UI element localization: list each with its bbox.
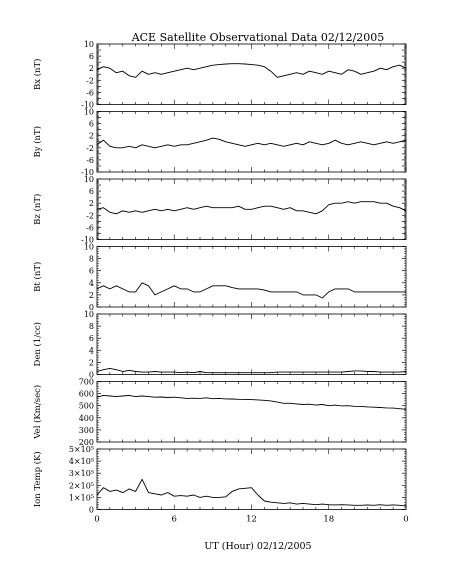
y-tick-label: 0 [89,371,94,380]
y-axis-label: By (nT) [32,126,43,158]
y-tick-label: -2 [86,211,94,220]
y-tick-label: -2 [86,144,94,153]
panel-bx: -10 -6 -2 2 6 10 Bx (nT) [32,40,407,110]
y-axis-label: Den (1/cc) [32,322,43,366]
y-tick-label: 2 [89,291,94,300]
y-tick-label: 10 [84,108,94,117]
y-tick-label: 6 [89,267,94,276]
y-tick-label: 4 [89,279,94,288]
y-tick-label: 6 [89,187,94,196]
y-tick-label: 2 [89,358,94,367]
y-tick-label: -10 [81,168,94,177]
x-tick-label: 18 [323,515,334,525]
panel-frame [96,43,407,105]
y-tick-label: 10 [84,243,94,252]
y-tick-label: 10 [84,175,94,184]
x-tick-label: 0 [403,515,408,525]
y-tick-label: 4 [89,346,94,355]
y-axis-label: Bx (nT) [32,58,43,90]
series-line-bx [96,63,407,78]
y-tick-label: 300 [79,426,94,435]
y-axis-label: Ion Temp (K) [32,451,43,507]
panel-ion-temp: 0 1×10⁵ 2×10⁵ 3×10⁵ 4×10⁵ 5×10⁵ Ion Temp (K) [32,445,407,515]
y-tick-label: 0 [89,303,94,312]
y-tick-label: -10 [81,236,94,245]
panel-vel: 200 300 400 500 600 700 Vel (Km/sec) [32,378,407,447]
y-tick-label: -6 [86,88,94,97]
y-tick-label: 2 [89,132,94,141]
y-tick-label: 600 [79,390,94,399]
y-tick-label: 6 [89,120,94,129]
y-tick-label: 4×10⁵ [69,457,94,466]
y-tick-label: 2×10⁵ [69,481,94,490]
y-tick-label: 0 [89,506,94,515]
y-tick-label: 2 [89,64,94,73]
series-line-bt [96,282,406,299]
panel-frame [96,448,407,510]
panel-frame [96,246,407,308]
y-tick-label: -2 [86,76,94,85]
y-tick-label: 10 [84,40,94,49]
y-tick-label: 400 [79,414,94,423]
panel-den: 0 2 4 6 8 10 Den (1/cc) [32,310,407,380]
y-axis-label: Vel (Km/sec) [32,385,43,440]
y-tick-label: 500 [79,402,94,411]
panel-frame [96,381,407,443]
x-tick-label: 6 [172,515,177,525]
y-tick-label: -6 [86,223,94,232]
y-axis-label: Bz (nT) [32,194,43,225]
series-line-den [96,367,407,374]
y-tick-label: 2 [89,199,94,208]
x-axis-label: UT (Hour) 02/12/2005 [204,541,311,552]
y-tick-label: 6 [89,52,94,61]
series-line-vel [96,394,407,410]
y-tick-label: -6 [86,156,94,165]
panel-frame [96,313,407,375]
y-tick-label: 5×10⁵ [69,445,94,454]
y-tick-label: 8 [89,322,94,331]
y-tick-label: -10 [81,101,94,110]
x-tick-label: 12 [246,515,257,525]
y-tick-label: 200 [79,438,94,447]
y-tick-label: 6 [89,334,94,343]
y-tick-label: 700 [79,378,94,387]
series-line-by [96,137,407,149]
x-tick-label: 0 [94,515,99,525]
y-tick-label: 3×10⁵ [69,469,94,478]
series-line-ion-temp [96,478,407,507]
series-line-bz [96,201,407,215]
panel-by: -10 -6 -2 2 6 10 By (nT) [32,108,407,177]
y-tick-label: 8 [89,255,94,264]
panel-bt: 0 2 4 6 8 10 Bt (nT) [32,243,407,312]
y-axis-label: Bt (nT) [32,262,43,292]
y-tick-label: 1×10⁵ [69,493,94,502]
y-tick-label: 10 [84,310,94,319]
chart-title: ACE Satellite Observational Data 02/12/2… [131,31,385,44]
panel-bz: -10 -6 -2 2 6 10 Bz (nT) [32,175,407,245]
